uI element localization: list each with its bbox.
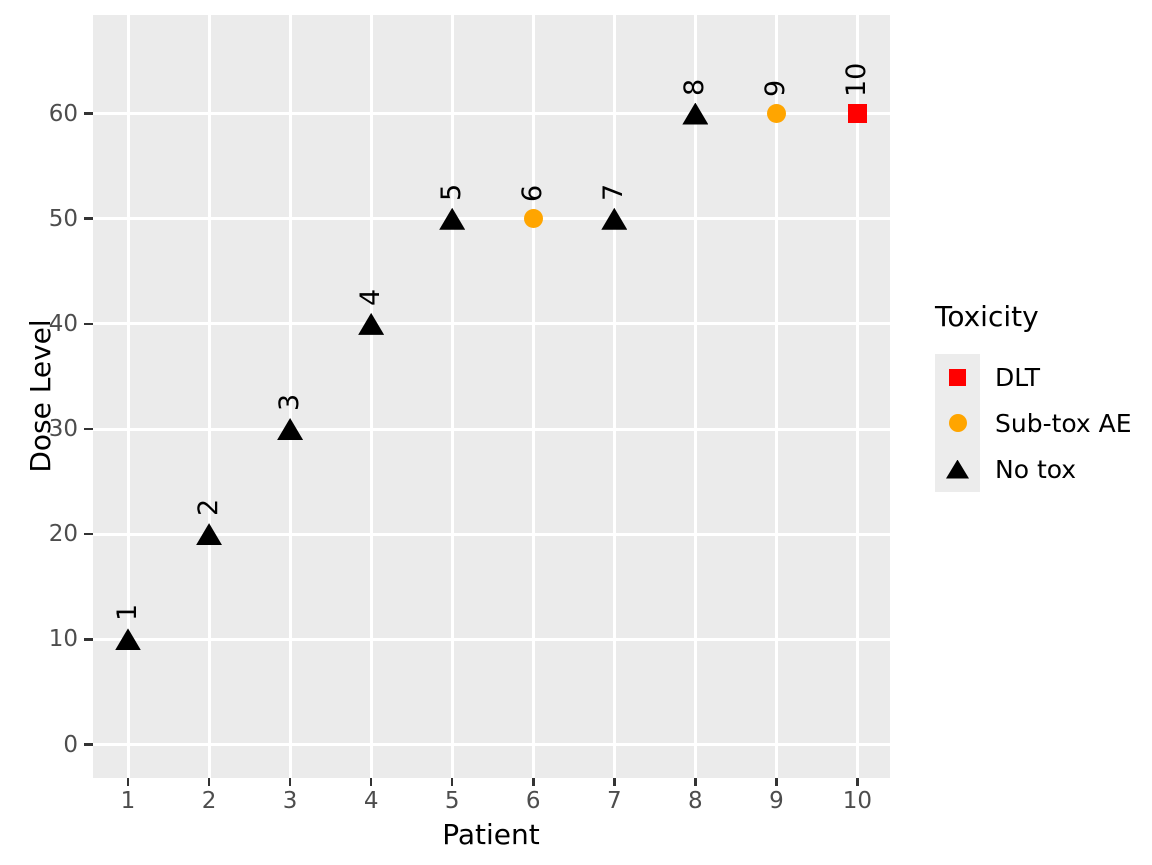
point-label-anchor-3: 3 bbox=[274, 393, 306, 412]
x-tick-mark-9 bbox=[775, 778, 778, 786]
triangle-legend-marker-icon bbox=[946, 459, 969, 479]
point-label-9: 9 bbox=[760, 79, 792, 98]
legend-title: Toxicity bbox=[935, 300, 1039, 333]
x-tick-mark-5 bbox=[450, 778, 454, 786]
x-tick-mark-1 bbox=[126, 778, 130, 786]
point-label-5: 5 bbox=[436, 183, 468, 201]
point-label-anchor-4: 4 bbox=[355, 288, 387, 306]
x-tick-label-1: 1 bbox=[120, 788, 136, 814]
legend-row-1: Sub-tox AE bbox=[935, 400, 1132, 446]
legend-key-1 bbox=[935, 400, 980, 446]
gridline-y-60 bbox=[93, 112, 890, 116]
point-label-10: 10 bbox=[841, 62, 873, 98]
y-axis-title: Dose Level bbox=[24, 319, 57, 473]
point-label-anchor-7: 7 bbox=[598, 183, 630, 201]
gridline-x-1 bbox=[126, 15, 130, 778]
y-tick-label-10: 10 bbox=[48, 626, 78, 653]
x-tick-mark-7 bbox=[613, 778, 616, 786]
x-tick-label-4: 4 bbox=[363, 788, 379, 814]
x-tick-label-6: 6 bbox=[525, 788, 541, 814]
y-tick-mark-10 bbox=[84, 638, 93, 641]
x-tick-mark-6 bbox=[532, 778, 535, 786]
gridline-x-10 bbox=[855, 15, 859, 778]
point-label-8: 8 bbox=[679, 78, 711, 96]
point-label-anchor-8: 8 bbox=[679, 78, 711, 96]
gridline-y-40 bbox=[93, 322, 890, 326]
y-axis-title-anchor: Dose Level bbox=[24, 319, 57, 473]
point-label-7: 7 bbox=[598, 183, 630, 201]
gridline-x-5 bbox=[450, 15, 454, 778]
point-label-6: 6 bbox=[517, 185, 549, 203]
x-tick-label-8: 8 bbox=[688, 788, 703, 814]
gridline-y-0 bbox=[93, 743, 890, 746]
gridline-y-20 bbox=[93, 532, 890, 536]
legend: Toxicity DLT Sub-tox AE No tox bbox=[935, 300, 1132, 492]
y-tick-label-40: 40 bbox=[48, 310, 78, 337]
point-label-1: 1 bbox=[112, 604, 143, 622]
gridline-x-6 bbox=[531, 15, 535, 778]
legend-label-0: DLT bbox=[995, 362, 1041, 392]
y-tick-mark-60 bbox=[84, 112, 93, 115]
point-label-anchor-2: 2 bbox=[193, 498, 225, 517]
y-tick-mark-40 bbox=[84, 322, 93, 326]
x-tick-label-10: 10 bbox=[842, 788, 873, 814]
x-tick-mark-10 bbox=[856, 778, 859, 786]
circle-legend-marker-icon bbox=[948, 414, 967, 432]
legend-rows: DLT Sub-tox AE No tox bbox=[935, 354, 1132, 492]
gridline-x-9 bbox=[774, 15, 778, 778]
y-tick-label-20: 20 bbox=[48, 521, 78, 548]
point-marker-10 bbox=[847, 104, 867, 124]
point-marker-9 bbox=[766, 104, 786, 124]
point-label-4: 4 bbox=[355, 288, 387, 306]
legend-row-2: No tox bbox=[935, 446, 1132, 492]
x-tick-mark-3 bbox=[288, 778, 292, 786]
gridline-y-30 bbox=[93, 427, 890, 431]
legend-label-1: Sub-tox AE bbox=[995, 408, 1132, 438]
y-tick-label-0: 0 bbox=[63, 731, 78, 758]
gridline-x-3 bbox=[288, 15, 292, 778]
gridline-x-4 bbox=[369, 15, 373, 778]
y-tick-mark-20 bbox=[84, 532, 93, 536]
x-tick-label-3: 3 bbox=[282, 788, 298, 814]
point-label-3: 3 bbox=[274, 393, 306, 412]
x-tick-label-9: 9 bbox=[769, 788, 784, 814]
x-tick-mark-4 bbox=[369, 778, 373, 786]
plot-panel: 1 2 3 4 5 6 7 8 9 10 bbox=[93, 15, 890, 778]
point-label-anchor-5: 5 bbox=[436, 183, 468, 201]
point-label-anchor-9: 9 bbox=[760, 79, 792, 98]
gridline-y-10 bbox=[93, 637, 890, 641]
y-tick-label-60: 60 bbox=[48, 100, 78, 127]
x-tick-label-2: 2 bbox=[201, 788, 217, 814]
y-tick-label-50: 50 bbox=[48, 205, 78, 232]
legend-row-0: DLT bbox=[935, 354, 1132, 400]
gridline-y-50 bbox=[93, 217, 890, 221]
point-marker-6 bbox=[523, 209, 543, 229]
x-tick-label-5: 5 bbox=[444, 788, 460, 814]
point-label-anchor-10: 10 bbox=[841, 62, 873, 98]
legend-key-2 bbox=[935, 446, 980, 492]
y-tick-mark-50 bbox=[84, 217, 93, 220]
x-axis-title: Patient bbox=[442, 818, 540, 851]
legend-key-0 bbox=[935, 354, 980, 400]
point-label-2: 2 bbox=[193, 498, 225, 517]
y-tick-mark-30 bbox=[84, 427, 93, 431]
point-label-anchor-6: 6 bbox=[517, 185, 549, 203]
y-tick-mark-0 bbox=[84, 743, 93, 746]
gridline-x-7 bbox=[612, 15, 616, 778]
gridline-x-2 bbox=[207, 15, 211, 778]
point-label-anchor-1: 1 bbox=[112, 604, 143, 622]
gridline-x-8 bbox=[693, 15, 697, 778]
legend-label-2: No tox bbox=[995, 454, 1077, 484]
y-tick-label-30: 30 bbox=[48, 416, 78, 443]
x-tick-label-7: 7 bbox=[606, 788, 622, 814]
x-tick-mark-2 bbox=[207, 778, 211, 786]
x-tick-mark-8 bbox=[694, 778, 697, 786]
square-legend-marker-icon bbox=[949, 368, 966, 386]
